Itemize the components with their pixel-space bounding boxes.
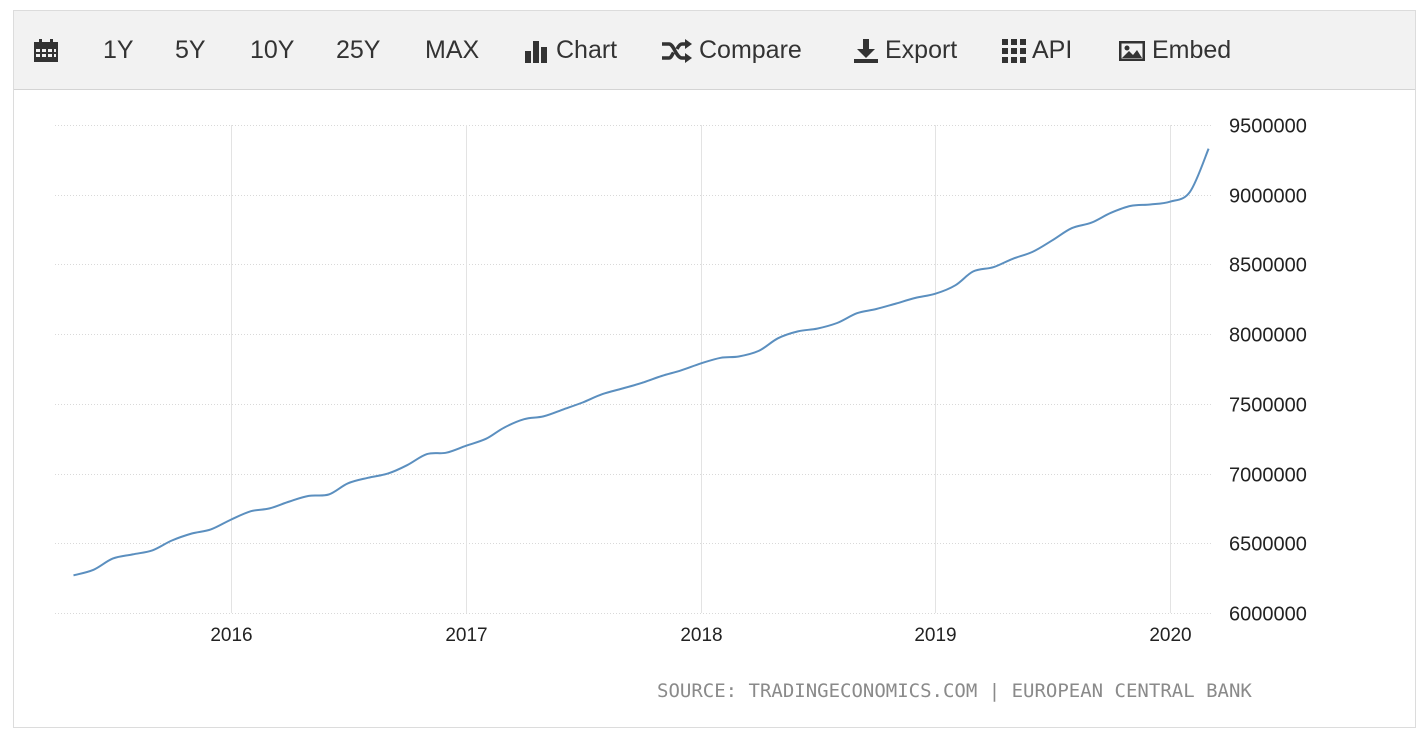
embed-label: Embed [1152,36,1232,64]
range-10y-button[interactable]: 10Y [250,11,294,90]
y-tick-label: 6000000 [1229,604,1307,626]
y-tick-label: 8000000 [1229,325,1307,347]
image-icon [1119,40,1145,61]
source-attribution: SOURCE: TRADINGECONOMICS.COM | EUROPEAN … [657,680,1252,702]
export-label: Export [885,36,958,64]
x-tick-label: 2017 [445,625,487,646]
chart-widget: 1Y 5Y 10Y 25Y MAX Chart Compare [13,10,1416,728]
calendar-button[interactable] [33,11,59,90]
shuffle-icon [662,38,692,63]
range-25y-label: 25Y [336,36,381,64]
range-1y-button[interactable]: 1Y [103,11,134,90]
chart-label: Chart [556,36,618,64]
x-gridlines [231,125,1171,613]
range-5y-button[interactable]: 5Y [175,11,206,90]
bar-chart-icon [525,40,547,63]
series-layer [73,148,1210,577]
y-tick-label: 8500000 [1229,255,1307,277]
x-axis-tick-labels: 2016 2017 2018 2019 2020 [210,625,1191,646]
compare-label: Compare [699,36,802,64]
series-line [73,148,1210,577]
chart-button[interactable]: Chart [524,11,617,90]
calendar-icon [34,38,58,62]
range-max-label: MAX [425,36,480,64]
x-tick-label: 2016 [210,625,252,646]
y-tick-label: 9000000 [1229,186,1307,208]
range-10y-label: 10Y [250,36,295,64]
x-tick-label: 2018 [680,625,722,646]
y-tick-label: 7000000 [1229,465,1307,487]
range-1y-label: 1Y [103,36,134,64]
compare-button[interactable]: Compare [661,11,802,90]
embed-button[interactable]: Embed [1118,11,1231,90]
y-tick-label: 6500000 [1229,534,1307,556]
download-icon [854,38,878,63]
export-button[interactable]: Export [853,11,957,90]
range-5y-label: 5Y [175,36,206,64]
y-tick-label: 9500000 [1229,116,1307,138]
range-25y-button[interactable]: 25Y [336,11,380,90]
y-axis-tick-labels: 9500000 9000000 8500000 8000000 7500000 70000… [1229,116,1307,626]
y-gridlines [55,125,1213,614]
grid-icon [1002,38,1026,63]
y-tick-label: 7500000 [1229,395,1307,417]
api-button[interactable]: API [1002,11,1072,90]
api-label: API [1032,36,1073,64]
x-tick-label: 2019 [914,625,956,646]
x-tick-label: 2020 [1149,625,1191,646]
range-max-button[interactable]: MAX [425,11,479,90]
toolbar: 1Y 5Y 10Y 25Y MAX Chart Compare [14,11,1415,90]
